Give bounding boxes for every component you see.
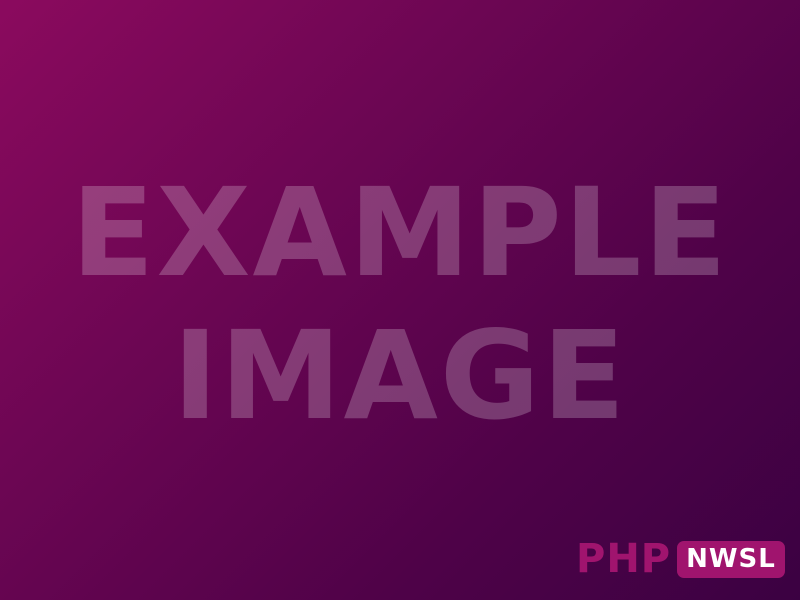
- logo-nwsl-badge: NWSL: [677, 540, 785, 578]
- placeholder-text-line-2: IMAGE: [172, 305, 628, 447]
- logo-php-text: PHP: [576, 536, 672, 582]
- brand-logo: PHP NWSL: [576, 536, 785, 582]
- placeholder-text-line-1: EXAMPLE: [71, 162, 729, 304]
